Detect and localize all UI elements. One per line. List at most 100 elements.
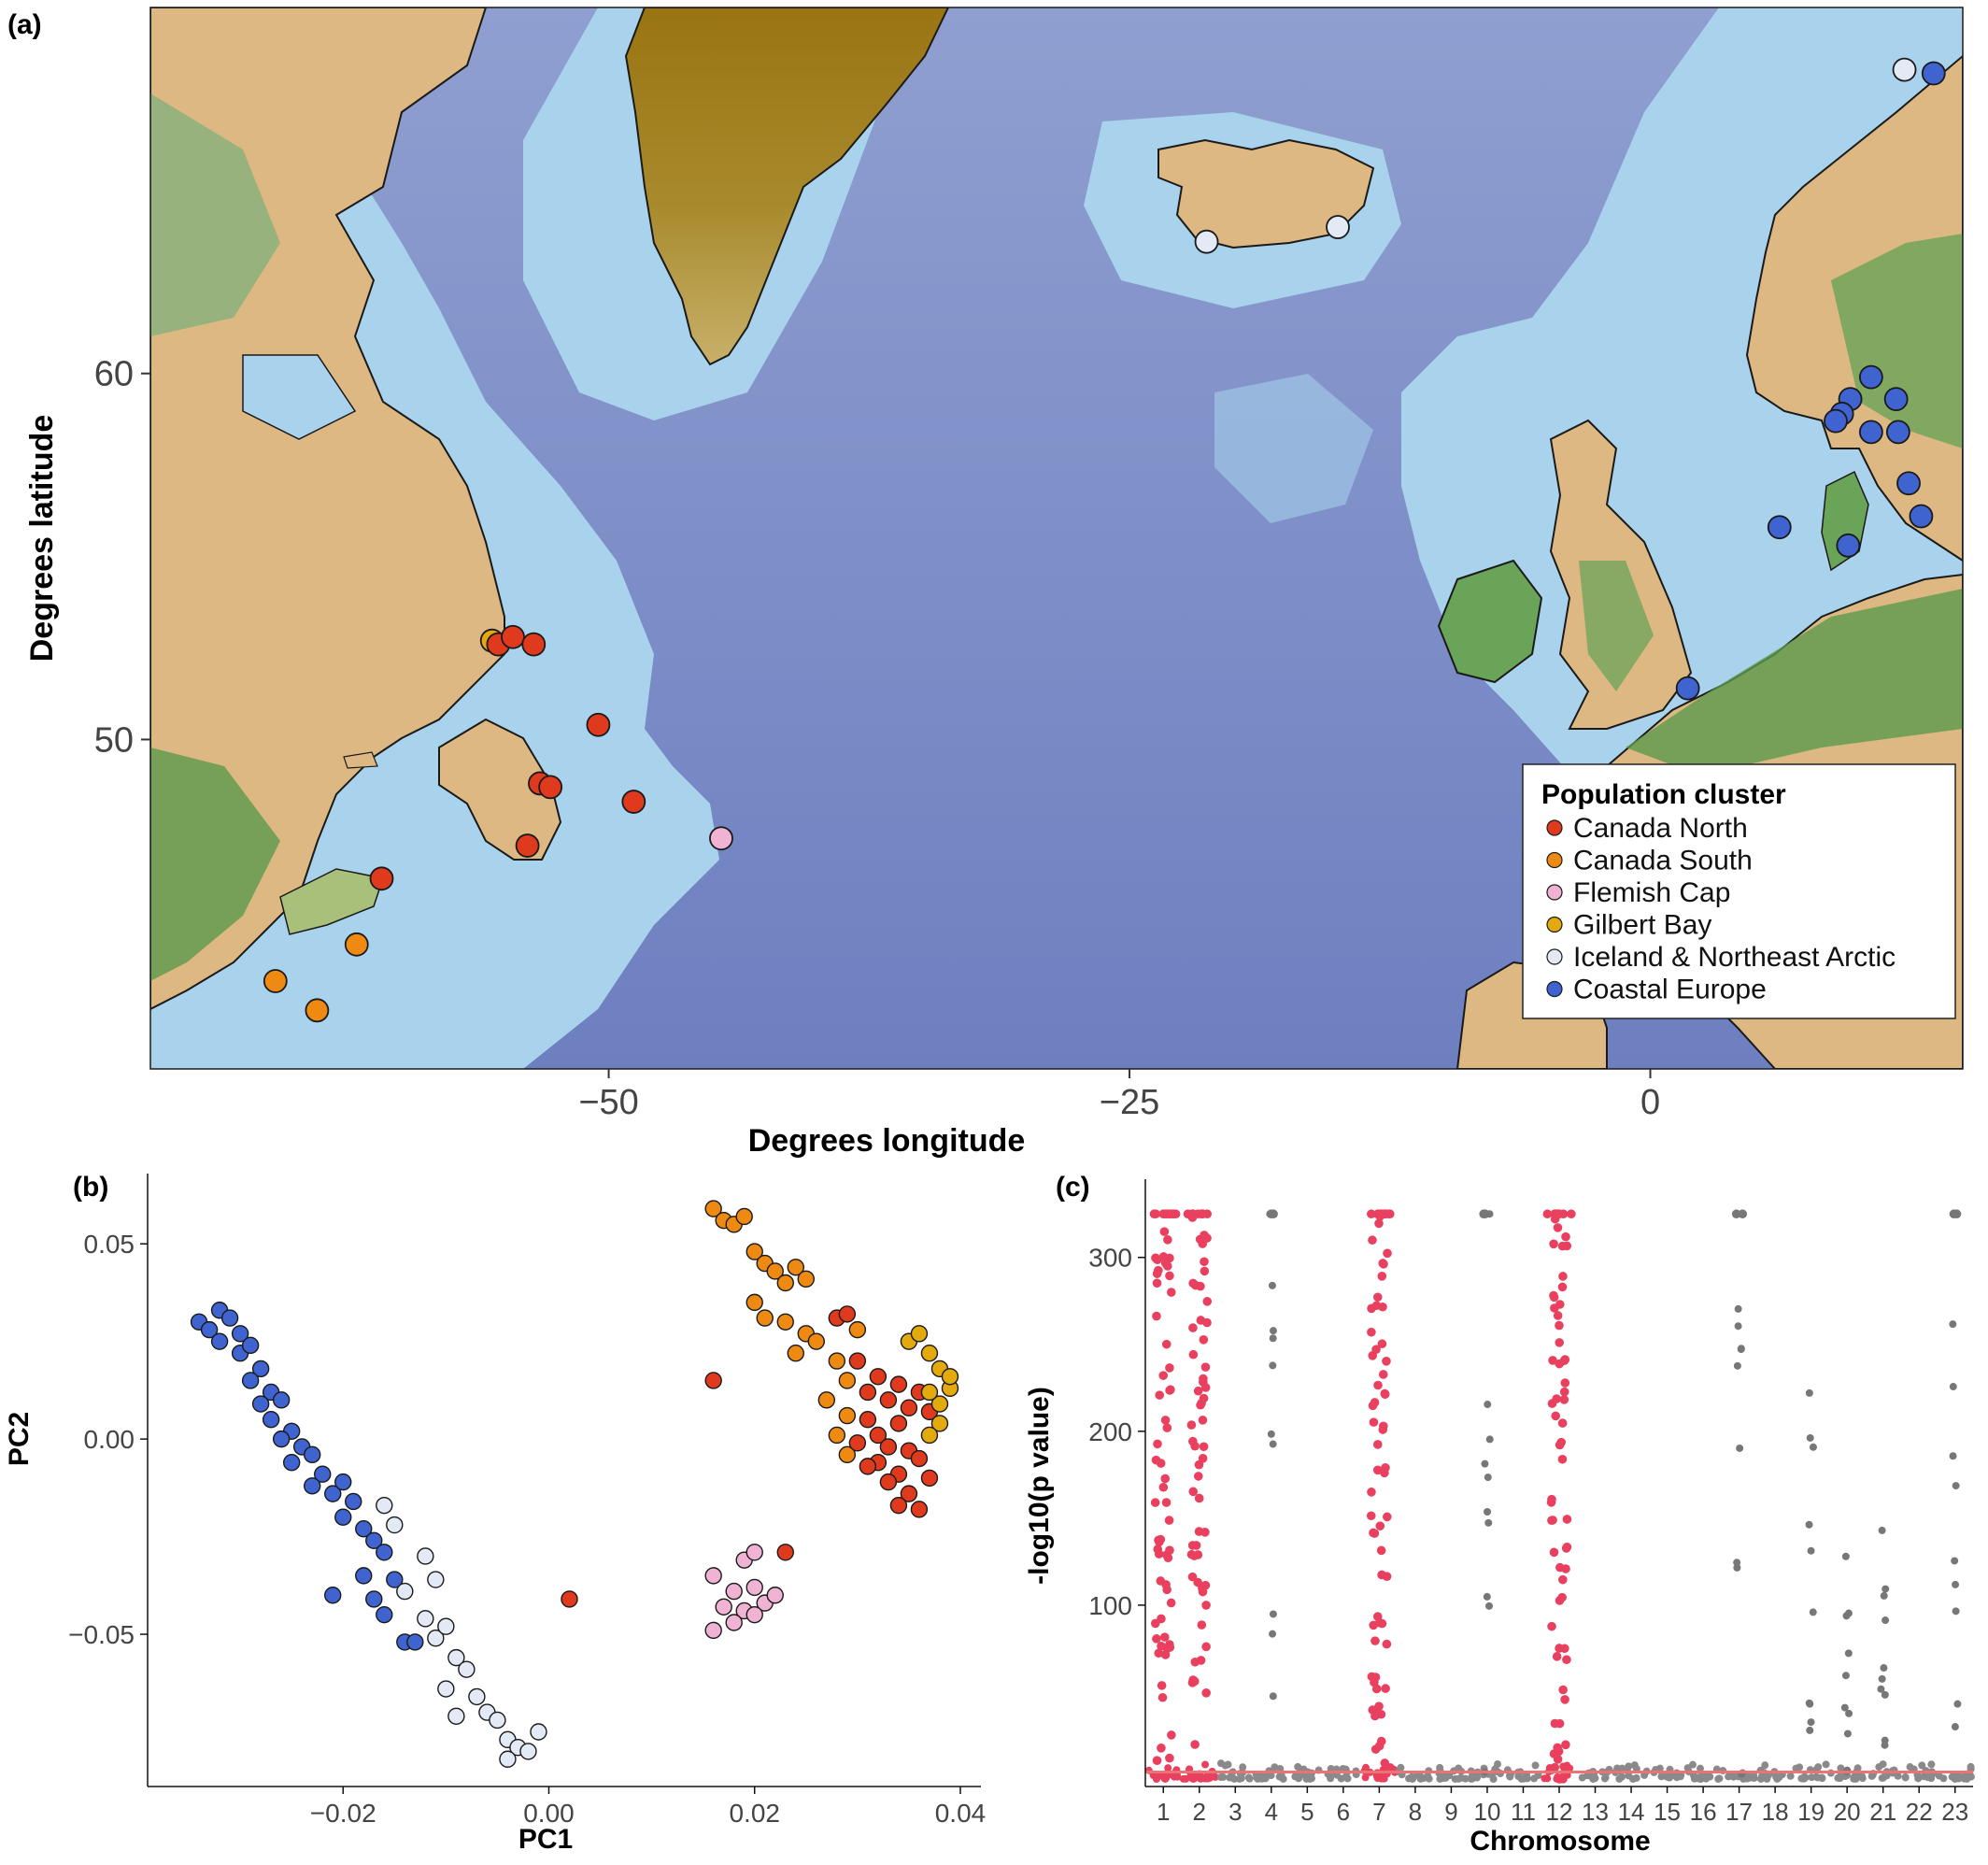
manhattan-point xyxy=(1267,1772,1275,1780)
manhattan-peak-point xyxy=(1736,1444,1744,1452)
pca-point xyxy=(489,1711,506,1730)
manhattan-peak-point xyxy=(1949,1383,1957,1391)
pca-point xyxy=(817,1391,836,1409)
pca-x-tick-label: 0.02 xyxy=(729,1799,780,1828)
manhattan-peak-point xyxy=(1152,1634,1161,1644)
pca-point xyxy=(879,1438,898,1456)
manhattan-peak-point xyxy=(1843,1730,1852,1738)
manhattan-x-tick-label: 1 xyxy=(1157,1798,1170,1826)
map-site-marker xyxy=(1675,676,1700,701)
manhattan-peak-point xyxy=(1188,1487,1199,1497)
pca-point xyxy=(345,1492,362,1511)
manhattan-point xyxy=(1772,1772,1781,1781)
map-sites xyxy=(263,57,1946,1023)
map-site-marker xyxy=(369,866,394,891)
pca-point xyxy=(386,1516,404,1534)
manhattan-peak-point xyxy=(1380,1389,1390,1400)
manhattan-peak-point xyxy=(1382,1639,1392,1649)
manhattan-peak-point xyxy=(1840,1703,1849,1712)
manhattan-peak-point xyxy=(1383,1248,1392,1259)
manhattan-peak-point xyxy=(1806,1433,1814,1442)
manhattan-capped-point xyxy=(1165,1209,1175,1219)
manhattan-peak-point xyxy=(1157,1641,1166,1651)
pca-point xyxy=(746,1578,763,1597)
manhattan-peak-point xyxy=(1164,1516,1174,1525)
manhattan-peak-point xyxy=(1547,1621,1556,1631)
newfoundland xyxy=(438,718,562,861)
manhattan-peak-point xyxy=(1805,1388,1813,1397)
pca-x-tick-label: −0.02 xyxy=(310,1799,376,1828)
manhattan-peak-point xyxy=(1555,1644,1564,1653)
pca-point xyxy=(200,1320,219,1339)
pca-point xyxy=(766,1262,784,1280)
pca-point xyxy=(303,1445,321,1464)
manhattan-peak-point xyxy=(1165,1271,1174,1281)
pca-point xyxy=(797,1270,815,1288)
pca-point xyxy=(910,1449,929,1468)
manhattan-peak-point xyxy=(1160,1473,1171,1484)
manhattan-point xyxy=(1837,1764,1845,1772)
manhattan-peak-point xyxy=(1156,1459,1166,1468)
manhattan-capped-point xyxy=(1542,1209,1553,1219)
manhattan-point xyxy=(1948,1772,1956,1781)
map-site-marker xyxy=(709,826,733,851)
manhattan-peak-point xyxy=(1806,1700,1814,1708)
map-x-tick-label: 0 xyxy=(1640,1083,1660,1122)
manhattan-peak-point xyxy=(1878,1674,1886,1683)
manhattan-peak-point xyxy=(1548,1356,1557,1365)
manhattan-point xyxy=(1523,1773,1531,1782)
manhattan-point xyxy=(1657,1772,1666,1781)
pca-point xyxy=(889,1415,908,1432)
manhattan-capped-point xyxy=(1381,1209,1390,1219)
manhattan-point xyxy=(1456,1773,1465,1782)
manhattan-peak-point xyxy=(1381,1463,1390,1473)
manhattan-peak-point xyxy=(1734,1322,1742,1331)
manhattan-peak-point xyxy=(1952,1482,1960,1490)
britain-green xyxy=(1579,561,1654,691)
pca-y-axis-title: PC2 xyxy=(4,1412,35,1466)
manhattan-peak-point xyxy=(1555,1596,1565,1605)
manhattan-peak-point xyxy=(1549,1547,1559,1558)
manhattan-point xyxy=(1361,1773,1370,1782)
manhattan-peak-point xyxy=(1553,1223,1563,1232)
manhattan-peak-point xyxy=(1382,1572,1392,1581)
map-y-tick-label: 60 xyxy=(94,355,134,394)
manhattan-x-tick-label: 13 xyxy=(1582,1798,1609,1826)
legend-swatch xyxy=(1546,851,1563,869)
pca-point xyxy=(787,1259,804,1276)
manhattan-peak-point xyxy=(1561,1544,1571,1553)
manhattan-y-tick-label: 300 xyxy=(1088,1244,1132,1273)
manhattan-peak-point xyxy=(1374,1218,1384,1229)
manhattan-peak-point xyxy=(1558,1272,1568,1281)
map-x-axis-title: Degrees longitude xyxy=(748,1123,1026,1159)
manhattan-peak-point xyxy=(1158,1482,1169,1492)
manhattan-peak-point xyxy=(1555,1320,1564,1331)
manhattan-point xyxy=(1235,1774,1243,1783)
manhattan-peak-point xyxy=(1842,1612,1851,1620)
pca-point xyxy=(417,1547,434,1565)
manhattan-point xyxy=(1927,1760,1936,1769)
manhattan-peak-point xyxy=(1367,1488,1376,1497)
map-frame xyxy=(149,7,1964,1070)
manhattan-peak-point xyxy=(1560,1378,1570,1388)
map-site-marker xyxy=(344,932,369,957)
pca-point xyxy=(776,1313,794,1331)
manhattan-peak-point xyxy=(1484,1507,1492,1516)
manhattan-peak-point xyxy=(1547,1494,1556,1504)
manhattan-peak-point xyxy=(1555,1718,1565,1729)
pca-point xyxy=(766,1587,784,1604)
manhattan-point xyxy=(1271,1763,1279,1772)
manhattan-peak-point xyxy=(1269,1630,1277,1638)
pca-point xyxy=(386,1571,404,1588)
pca-point xyxy=(314,1465,332,1483)
europe-forest xyxy=(1626,589,1963,776)
manhattan-peak-point xyxy=(1555,1774,1565,1784)
manhattan-peak-point xyxy=(1370,1673,1381,1682)
manhattan-point xyxy=(1667,1772,1675,1780)
pca-point xyxy=(417,1610,434,1628)
pca-axes: −0.02 0.00 0.02 0.04 0.05 0.00 −0.05 xyxy=(68,1174,986,1828)
manhattan-peak-point xyxy=(1200,1257,1209,1267)
manhattan-peak-point xyxy=(1154,1549,1164,1559)
manhattan-point xyxy=(1201,1760,1210,1769)
